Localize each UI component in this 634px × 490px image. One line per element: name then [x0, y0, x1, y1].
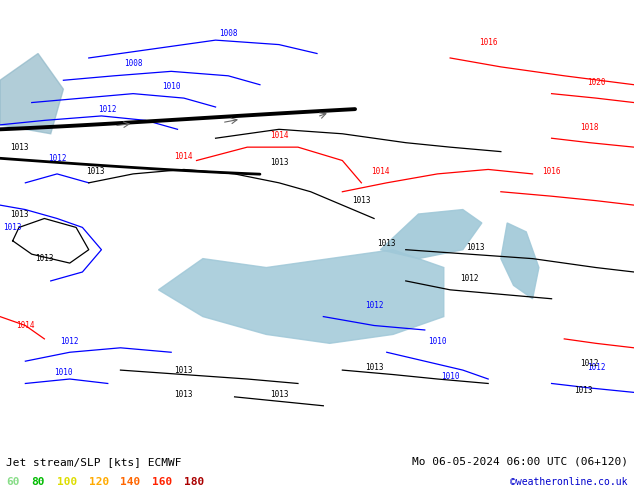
Text: 180: 180 [184, 477, 204, 487]
Text: 1016: 1016 [542, 167, 561, 176]
Text: 1014: 1014 [371, 167, 390, 176]
Polygon shape [501, 223, 539, 299]
Polygon shape [158, 250, 444, 343]
Text: 1014: 1014 [269, 131, 288, 141]
Text: 1013: 1013 [574, 386, 593, 394]
Text: 1010: 1010 [428, 337, 447, 345]
Text: 1010: 1010 [162, 82, 181, 92]
Text: 140: 140 [120, 477, 141, 487]
Text: 120: 120 [89, 477, 109, 487]
Text: 1012: 1012 [460, 274, 479, 283]
Text: 60: 60 [6, 477, 20, 487]
Text: 1012: 1012 [48, 154, 67, 163]
Text: 1013: 1013 [10, 143, 29, 151]
Text: 1013: 1013 [269, 158, 288, 167]
Text: 1012: 1012 [60, 337, 79, 345]
Text: 1010: 1010 [54, 368, 73, 377]
Polygon shape [380, 210, 482, 259]
Text: 1013: 1013 [352, 196, 371, 205]
Text: 1013: 1013 [35, 254, 54, 263]
Polygon shape [0, 53, 63, 134]
Text: 1010: 1010 [441, 372, 460, 381]
Text: 100: 100 [57, 477, 77, 487]
Text: 1013: 1013 [86, 167, 105, 176]
Text: 1013: 1013 [365, 364, 384, 372]
Text: Jet stream/SLP [kts] ECMWF: Jet stream/SLP [kts] ECMWF [6, 457, 182, 467]
Text: 1012: 1012 [365, 301, 384, 310]
Text: 1013: 1013 [10, 210, 29, 219]
Text: 1012: 1012 [580, 359, 599, 368]
Text: 1013: 1013 [174, 366, 193, 374]
Text: 1008: 1008 [124, 59, 143, 68]
Text: 1008: 1008 [219, 29, 238, 38]
Text: 160: 160 [152, 477, 172, 487]
Text: 1018: 1018 [580, 122, 599, 132]
Text: 1016: 1016 [479, 38, 498, 47]
Text: 1013: 1013 [269, 390, 288, 399]
Text: 1014: 1014 [16, 321, 35, 330]
Text: ©weatheronline.co.uk: ©weatheronline.co.uk [510, 477, 628, 487]
Text: Mo 06-05-2024 06:00 UTC (06+120): Mo 06-05-2024 06:00 UTC (06+120) [411, 457, 628, 467]
Text: 1013: 1013 [174, 390, 193, 399]
Text: 1012: 1012 [586, 364, 605, 372]
Text: 1012: 1012 [98, 105, 117, 114]
Text: 1014: 1014 [174, 152, 193, 162]
Text: 1013: 1013 [3, 223, 22, 232]
Text: 1020: 1020 [586, 78, 605, 87]
Text: 1013: 1013 [377, 239, 396, 247]
Text: 80: 80 [32, 477, 45, 487]
Text: 1013: 1013 [466, 243, 485, 252]
